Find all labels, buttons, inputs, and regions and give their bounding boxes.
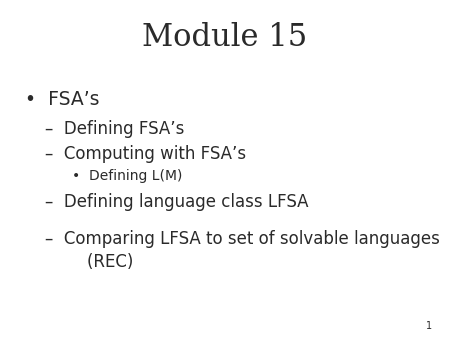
Text: •  Defining L(M): • Defining L(M) [72,169,182,183]
Text: –  Computing with FSA’s: – Computing with FSA’s [45,145,246,163]
Text: –  Comparing LFSA to set of solvable languages
        (REC): – Comparing LFSA to set of solvable lang… [45,230,440,271]
Text: –  Defining FSA’s: – Defining FSA’s [45,120,184,138]
Text: Module 15: Module 15 [142,22,308,53]
Text: •  FSA’s: • FSA’s [25,90,99,108]
Text: –  Defining language class LFSA: – Defining language class LFSA [45,193,309,211]
Text: 1: 1 [426,321,432,331]
